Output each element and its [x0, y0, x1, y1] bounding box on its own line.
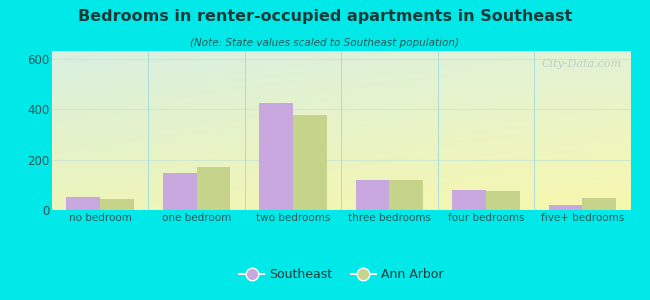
Bar — [452, 190, 486, 210]
Bar — [163, 173, 196, 210]
Bar — [549, 206, 582, 210]
Legend: Southeast, Ann Arbor: Southeast, Ann Arbor — [234, 263, 448, 286]
Bar — [259, 103, 293, 210]
Bar — [100, 199, 134, 210]
Text: Bedrooms in renter-occupied apartments in Southeast: Bedrooms in renter-occupied apartments i… — [78, 9, 572, 24]
Bar — [356, 180, 389, 210]
Bar — [582, 198, 616, 210]
Bar — [293, 116, 327, 210]
Text: City-Data.com: City-Data.com — [541, 59, 622, 69]
Bar — [389, 180, 423, 210]
Text: (Note: State values scaled to Southeast population): (Note: State values scaled to Southeast … — [190, 38, 460, 47]
Bar — [66, 197, 100, 210]
Bar — [196, 167, 230, 210]
Bar — [486, 191, 519, 210]
